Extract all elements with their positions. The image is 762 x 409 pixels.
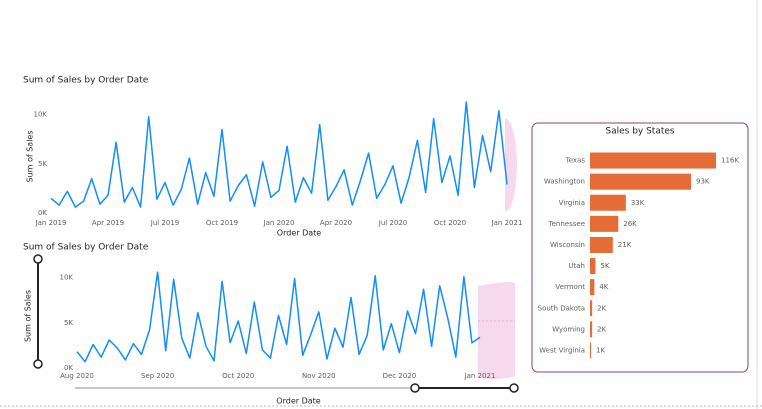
y-axis-title: Sum of Sales [26,130,35,182]
value-label: 33K [631,199,645,207]
bar [590,173,692,190]
y-tick-label: 5K [64,319,73,327]
value-label: 116K [721,157,739,165]
x-tick-label: Jul 2020 [378,219,408,227]
x-tick-label: Oct 2020 [222,372,254,380]
category-label: Vermont [555,283,585,291]
slider-handle[interactable] [509,383,519,393]
line [76,271,481,363]
value-label: 5K [600,262,609,270]
category-label: West Virginia [539,346,585,354]
bar [590,215,619,232]
y-tick-label: 10K [34,111,48,119]
chart-title: Sum of Sales by Order Date [23,76,149,86]
slider-handle[interactable] [33,359,43,369]
x-axis-title: Order Date [277,229,321,238]
chart-title: Sales by States [605,127,675,137]
value-label: 2K [597,304,606,312]
x-tick-label: Dec 2020 [383,372,417,380]
category-label: Wyoming [552,325,585,333]
slider-handle[interactable] [33,254,43,264]
category-label: Texas [565,157,586,165]
x-tick-label: Jan 2019 [35,219,67,227]
x-tick-label: Jul 2019 [150,219,180,227]
category-label: Wisconsin [550,241,585,249]
y-axis-title: Sum of Sales [24,290,33,342]
line [50,101,508,208]
value-label: 1K [596,346,605,354]
bar [590,194,626,211]
x-tick-label: Apr 2019 [92,219,124,227]
chart-title: Sum of Sales by Order Date [23,243,149,253]
bar [590,321,593,338]
value-label: 2K [597,325,606,333]
y-tick-label: 5K [38,160,47,168]
value-label: 21K [618,241,632,249]
category-label: Tennessee [548,220,585,228]
card-border [531,122,749,373]
bar [590,342,592,359]
category-label: Virginia [559,199,585,207]
x-tick-label: Oct 2019 [206,219,238,227]
bar [590,236,613,253]
y-tick-label: 0K [38,209,47,217]
x-axis-title: Order Date [276,397,320,406]
category-label: Washington [544,178,585,186]
bar [590,300,593,317]
slider-handle[interactable] [410,383,420,393]
x-tick-label: Oct 2020 [434,219,466,227]
value-label: 93K [696,178,710,186]
y-tick-label: 10K [60,274,74,282]
bar [590,258,596,275]
x-tick-label: Apr 2020 [320,219,352,227]
category-label: South Dakota [538,304,585,312]
bar [590,152,716,169]
x-tick-label: Aug 2020 [60,372,94,380]
value-label: 26K [623,220,637,228]
x-tick-label: Jan 2021 [491,219,523,227]
value-label: 4K [599,283,608,291]
x-tick-label: Jan 2020 [263,219,295,227]
x-tick-label: Jan 2021 [464,372,496,380]
category-label: Utah [568,262,585,270]
x-tick-label: Sep 2020 [141,372,174,380]
y-tick-label: 0K [64,364,73,372]
forecast-band [505,118,517,212]
x-tick-label: Nov 2020 [302,372,336,380]
bar [590,279,595,296]
forecast-band [478,282,515,380]
